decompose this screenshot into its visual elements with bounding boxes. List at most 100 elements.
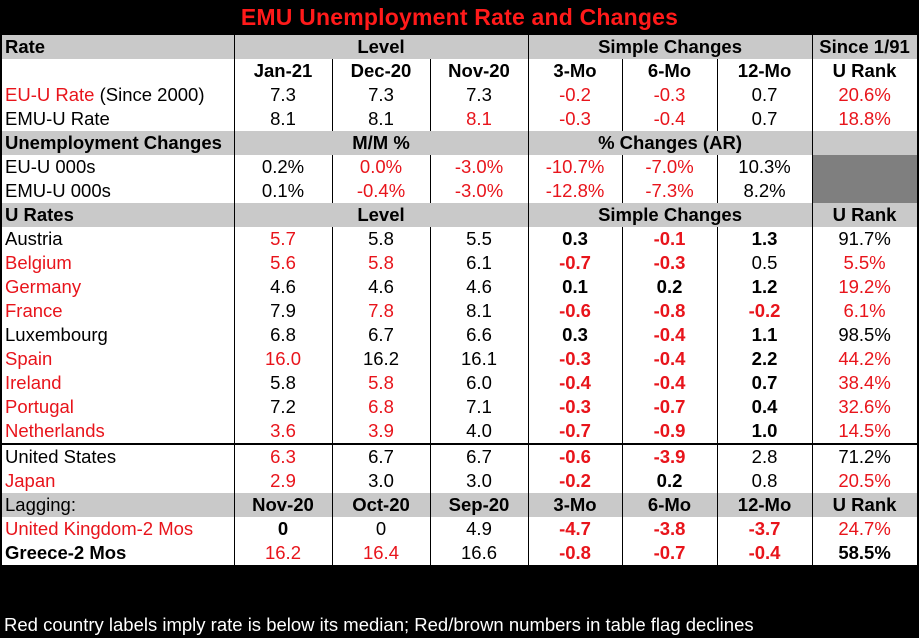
header-level-2: Level — [234, 203, 529, 227]
table-row: EU-U Rate (Since 2000) 7.3 7.3 7.3 -0.2 … — [2, 83, 918, 107]
cell-ch3: 1.2 — [717, 275, 813, 299]
cell-ch2: -0.7 — [622, 395, 718, 419]
cell-m1: 5.6 — [234, 251, 333, 275]
cell-m3: 5.5 — [430, 227, 529, 251]
row-label: EU-U Rate (Since 2000) — [2, 83, 235, 107]
cell-m2: 8.1 — [332, 107, 431, 131]
header-pct-changes-ar: % Changes (AR) — [528, 131, 813, 155]
cell-m1: 0.1% — [234, 179, 333, 203]
header-lag-u-rank: U Rank — [812, 493, 918, 517]
cell-ch3: 0.7 — [717, 107, 813, 131]
cell-m1: 0.2% — [234, 155, 333, 179]
cell-rank: 20.5% — [812, 469, 918, 493]
header-lag-month-3: Sep-20 — [430, 493, 529, 517]
cell-m2: 5.8 — [332, 251, 431, 275]
row-label: EU-U 000s — [2, 155, 235, 179]
cell-m1: 7.9 — [234, 299, 333, 323]
cell-m2: 6.7 — [332, 323, 431, 347]
cell-m2: 16.2 — [332, 347, 431, 371]
cell-rank: 98.5% — [812, 323, 918, 347]
row-label: Germany — [2, 275, 235, 299]
cell-ch3: 1.3 — [717, 227, 813, 251]
cell-ch2: -0.9 — [622, 419, 718, 444]
cell-rank: 44.2% — [812, 347, 918, 371]
cell-m1: 5.7 — [234, 227, 333, 251]
cell-m1: 3.6 — [234, 419, 333, 444]
header-row-u-rates: U Rates Level Simple Changes U Rank — [2, 203, 918, 227]
header-lag-6mo: 6-Mo — [622, 493, 718, 517]
header-lag-3mo: 3-Mo — [528, 493, 623, 517]
cell-rank: 5.5% — [812, 251, 918, 275]
table-row: United Kingdom-2 Mos 0 0 4.9 -4.7 -3.8 -… — [2, 517, 918, 541]
row-label: Belgium — [2, 251, 235, 275]
cell-m2: 5.8 — [332, 371, 431, 395]
cell-rank: 19.2% — [812, 275, 918, 299]
table-row: Greece-2 Mos 16.2 16.4 16.6 -0.8 -0.7 -0… — [2, 541, 918, 565]
cell-ch1: -0.3 — [528, 395, 623, 419]
cell-ch2: -0.4 — [622, 107, 718, 131]
cell-ch1: -0.7 — [528, 251, 623, 275]
table-row: Luxembourg 6.8 6.7 6.6 0.3 -0.4 1.1 98.5… — [2, 323, 918, 347]
row-label: Netherlands — [2, 419, 235, 444]
cell-ch1: -0.2 — [528, 83, 623, 107]
row-label: Portugal — [2, 395, 235, 419]
cell-m1: 7.3 — [234, 83, 333, 107]
header-simple-changes: Simple Changes — [528, 35, 813, 59]
cell-ch3: 2.2 — [717, 347, 813, 371]
cell-ch1: -0.4 — [528, 371, 623, 395]
cell-ch3: 1.1 — [717, 323, 813, 347]
row-label: EMU-U 000s — [2, 179, 235, 203]
cell-m1: 5.8 — [234, 371, 333, 395]
cell-ch2: 0.2 — [622, 275, 718, 299]
cell-m3: -3.0% — [430, 155, 529, 179]
cell-m1: 6.8 — [234, 323, 333, 347]
cell-ch2: -7.0% — [622, 155, 718, 179]
cell-ch2: -0.4 — [622, 347, 718, 371]
cell-m1: 0 — [234, 517, 333, 541]
cell-ch1: -0.6 — [528, 443, 623, 469]
header-change-3mo: 3-Mo — [528, 59, 623, 83]
cell-ch3: -3.7 — [717, 517, 813, 541]
cell-m3: 3.0 — [430, 469, 529, 493]
header-simple-changes-2: Simple Changes — [528, 203, 813, 227]
cell-rank: 24.7% — [812, 517, 918, 541]
cell-m3: 6.0 — [430, 371, 529, 395]
cell-rank: 91.7% — [812, 227, 918, 251]
cell-rank: 58.5% — [812, 541, 918, 565]
header-rate: Rate — [2, 35, 235, 59]
cell-ch3: 0.8 — [717, 469, 813, 493]
header-level: Level — [234, 35, 529, 59]
row-label: Greece-2 Mos — [2, 541, 235, 565]
cell-ch3: 2.8 — [717, 443, 813, 469]
table-row: Portugal 7.2 6.8 7.1 -0.3 -0.7 0.4 32.6% — [2, 395, 918, 419]
table-row: Belgium 5.6 5.8 6.1 -0.7 -0.3 0.5 5.5% — [2, 251, 918, 275]
cell-ch2: -0.8 — [622, 299, 718, 323]
cell-ch2: -0.7 — [622, 541, 718, 565]
row-label: United States — [2, 443, 235, 469]
cell-m2: 0.0% — [332, 155, 431, 179]
header-u-rates: U Rates — [2, 203, 235, 227]
row-label: Ireland — [2, 371, 235, 395]
cell-m1: 4.6 — [234, 275, 333, 299]
footer-note: Red country labels imply rate is below i… — [4, 614, 754, 635]
row-label: France — [2, 299, 235, 323]
table-row: Ireland 5.8 5.8 6.0 -0.4 -0.4 0.7 38.4% — [2, 371, 918, 395]
cell-m2: 7.8 — [332, 299, 431, 323]
table-row: United States 6.3 6.7 6.7 -0.6 -3.9 2.8 … — [2, 443, 918, 469]
cell-m3: 8.1 — [430, 299, 529, 323]
cell-m1: 16.2 — [234, 541, 333, 565]
row-label: Spain — [2, 347, 235, 371]
header-empty — [812, 131, 918, 155]
header-row-rate: Rate Level Simple Changes Since 1/91 — [2, 35, 918, 59]
cell-m3: -3.0% — [430, 179, 529, 203]
header-since: Since 1/91 — [812, 35, 918, 59]
cell-m3: 6.1 — [430, 251, 529, 275]
row-label-red: EU-U Rate — [5, 84, 95, 105]
table-title: EMU Unemployment Rate and Changes — [240, 4, 679, 30]
cell-m1: 7.2 — [234, 395, 333, 419]
cell-ch3: 0.4 — [717, 395, 813, 419]
cell-m1: 6.3 — [234, 443, 333, 469]
table-row: Austria 5.7 5.8 5.5 0.3 -0.1 1.3 91.7% — [2, 227, 918, 251]
unemployment-table: Rate Level Simple Changes Since 1/91 Jan… — [2, 35, 918, 565]
header-lag-month-1: Nov-20 — [234, 493, 333, 517]
